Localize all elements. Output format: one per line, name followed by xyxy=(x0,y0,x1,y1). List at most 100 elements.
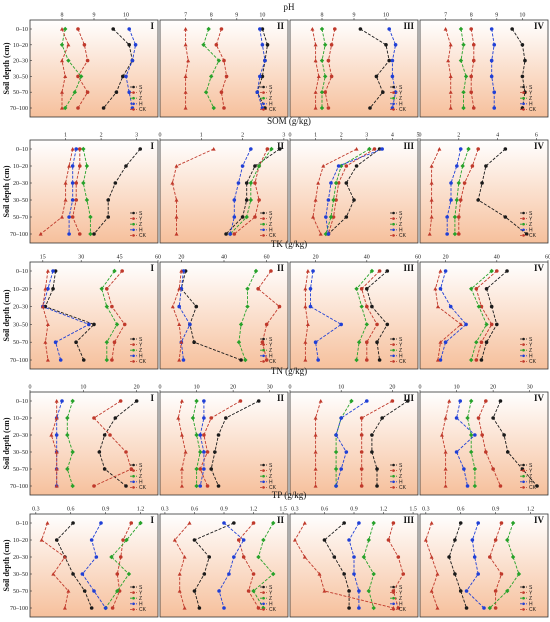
data-point-CK xyxy=(435,304,440,309)
data-point-Z xyxy=(198,449,203,455)
x-tick-label: 9 xyxy=(93,13,96,19)
panel-frame xyxy=(29,391,159,496)
data-point-H xyxy=(387,27,392,31)
data-point-H xyxy=(70,198,75,202)
y-tick-label: 10–20 xyxy=(13,416,28,422)
data-point-H xyxy=(326,198,331,202)
data-point-H xyxy=(127,90,131,94)
legend-entry-Z: Z xyxy=(139,348,142,354)
series-line-S xyxy=(44,270,95,361)
x-tick-label: 8 xyxy=(470,13,473,19)
legend-entry-H: H xyxy=(139,602,143,608)
data-point-Y xyxy=(214,43,219,47)
legend-entry-H: H xyxy=(399,228,403,234)
data-point-Y xyxy=(118,555,123,559)
x-tick-label: 9 xyxy=(495,13,498,19)
data-point-CK xyxy=(313,450,318,454)
data-point-Y xyxy=(386,538,391,542)
legend-marker-S xyxy=(522,85,525,89)
series-line-S xyxy=(225,148,280,235)
data-point-H xyxy=(130,58,135,63)
data-point-Y xyxy=(85,90,90,94)
legend-entry-H: H xyxy=(269,602,273,608)
data-point-Z xyxy=(269,146,274,152)
y-tick-label: 20–30 xyxy=(13,181,28,187)
y-axis-label: Soil depth (cm) xyxy=(2,539,11,591)
data-point-Z xyxy=(472,466,478,472)
data-point-CK xyxy=(292,538,297,542)
data-point-Y xyxy=(498,484,503,488)
data-point-Y xyxy=(77,232,82,236)
series-line-CK xyxy=(294,522,394,609)
data-point-Z xyxy=(104,340,109,345)
data-point-Y xyxy=(236,538,241,542)
data-point-CK xyxy=(62,606,67,610)
data-point-Y xyxy=(493,538,498,542)
legend-marker-Z xyxy=(392,96,395,100)
data-point-H xyxy=(313,340,318,345)
data-point-H xyxy=(393,90,398,94)
legend-marker-S xyxy=(522,463,525,467)
data-point-H xyxy=(438,358,443,362)
data-point-CK xyxy=(443,484,448,488)
data-point-S xyxy=(53,269,58,273)
data-point-S xyxy=(387,58,392,63)
legend-entry-Y: Y xyxy=(529,90,533,96)
data-point-CK xyxy=(63,198,68,202)
data-point-CK xyxy=(318,399,323,403)
data-point-Y xyxy=(372,147,377,151)
data-point-Z xyxy=(505,588,510,594)
x-tick-label: 4 xyxy=(496,133,499,139)
panel-label: III xyxy=(403,515,414,525)
data-point-Y xyxy=(470,164,475,168)
data-point-Z xyxy=(463,74,469,79)
data-point-Y xyxy=(493,606,498,610)
data-point-CK xyxy=(317,572,322,576)
data-point-Z xyxy=(349,398,354,404)
y-axis-label: Soil depth (cm) xyxy=(2,42,11,94)
data-point-S xyxy=(368,106,372,110)
series-line-Z xyxy=(101,270,118,360)
data-point-Y xyxy=(257,198,261,202)
legend-marker-S xyxy=(522,211,525,215)
data-point-Y xyxy=(219,27,224,31)
panel-frame xyxy=(29,19,159,118)
data-point-CK xyxy=(458,322,463,326)
data-point-Z xyxy=(319,105,325,111)
data-point-Z xyxy=(487,605,493,611)
data-point-Y xyxy=(82,43,87,47)
data-point-S xyxy=(374,74,379,79)
data-point-CK xyxy=(174,232,179,236)
data-point-Y xyxy=(205,450,210,454)
legend-marker-Z xyxy=(392,474,395,478)
data-point-CK xyxy=(437,147,442,151)
data-point-Z xyxy=(253,268,259,274)
data-point-Y xyxy=(390,399,395,403)
series-line-Z xyxy=(66,400,74,487)
data-point-CK xyxy=(67,164,72,168)
data-point-H xyxy=(365,399,369,403)
legend-entry-S: S xyxy=(529,463,533,469)
x-tick-label: 3 xyxy=(365,133,368,139)
series-line-H xyxy=(218,522,245,609)
data-point-S xyxy=(97,450,102,454)
data-point-Z xyxy=(194,432,199,438)
data-point-H xyxy=(127,27,131,31)
data-point-Y xyxy=(456,215,461,219)
data-point-Y xyxy=(256,606,261,610)
data-point-H xyxy=(357,589,361,593)
legend-entry-H: H xyxy=(399,354,403,360)
data-point-CK xyxy=(179,433,184,437)
legend-marker-Y xyxy=(262,343,265,346)
data-point-H xyxy=(60,399,64,403)
series-line-S xyxy=(193,522,234,609)
data-point-Y xyxy=(396,606,401,610)
data-point-Z xyxy=(81,180,86,186)
data-point-S xyxy=(239,358,243,362)
legend-marker-Z xyxy=(262,596,265,600)
data-point-S xyxy=(502,433,506,437)
data-point-Z xyxy=(361,554,367,560)
